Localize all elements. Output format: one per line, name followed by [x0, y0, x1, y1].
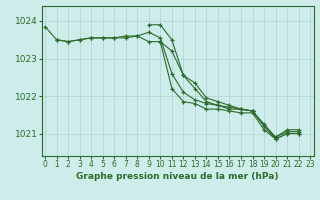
- X-axis label: Graphe pression niveau de la mer (hPa): Graphe pression niveau de la mer (hPa): [76, 172, 279, 181]
